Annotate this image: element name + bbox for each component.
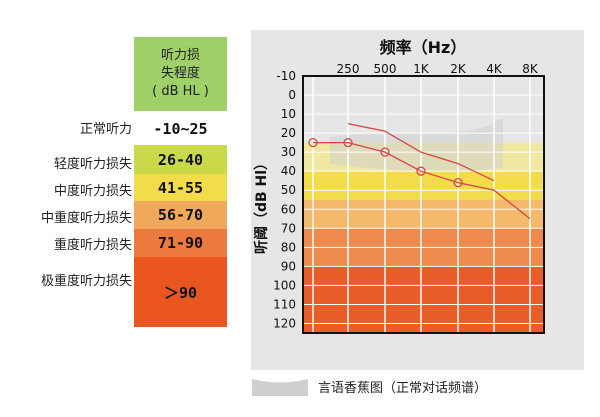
y-tick-60: 60 — [281, 202, 296, 216]
y-tick-40: 40 — [281, 164, 296, 178]
row-label-mild: 轻度听力损失 — [53, 157, 132, 172]
degree-labels: 正常听力 轻度听力损失 中度听力损失 中重度听力损失 重度听力损失 极重度听力损… — [0, 0, 132, 417]
y-tick-100: 100 — [273, 278, 296, 292]
x-tick-250: 250 — [337, 62, 360, 76]
y-tick-120: 120 — [273, 316, 296, 330]
x-tick-1K: 1K — [413, 62, 430, 76]
y-tick-labels: -10 0 10 20 30 40 50 60 70 80 90 100 110 120 — [273, 69, 296, 330]
y-tick--10: -10 — [276, 69, 296, 83]
plot-frame — [302, 75, 545, 334]
range-cell-severe: 71-90 — [134, 229, 227, 257]
speech-banana — [330, 117, 503, 172]
header-line-2: 失程度 — [160, 66, 200, 81]
band-1 — [303, 171, 544, 200]
audiogram-line — [313, 141, 531, 220]
y-tick-10: 10 — [281, 107, 296, 121]
y-tick-30: 30 — [281, 145, 296, 159]
y-tick-90: 90 — [281, 259, 296, 273]
y-tick-80: 80 — [281, 240, 296, 254]
header-line-1: 听力损 — [160, 48, 200, 63]
range-cell-moderate: 41-55 — [134, 174, 227, 201]
y-tick-110: 110 — [273, 297, 296, 311]
y-axis-label: 听阈（dB Hl） — [253, 156, 270, 254]
data-point-1K — [416, 166, 426, 176]
upper-line-line — [347, 122, 495, 182]
row-label-profound: 极重度听力损失 — [40, 274, 132, 289]
y-tick-50: 50 — [281, 183, 296, 197]
band-4 — [303, 266, 544, 333]
x-tick-4K: 4K — [486, 62, 503, 76]
x-tick-500: 500 — [374, 62, 397, 76]
row-label-severe: 重度听力损失 — [53, 238, 132, 253]
range-cell-mild: 26-40 — [134, 145, 227, 174]
chart-title: 频率（Hz） — [380, 38, 467, 57]
speech-banana-area — [330, 117, 503, 172]
x-tick-labels: 250 500 1K 2K 4K 8K — [337, 62, 539, 76]
data-point-2K — [453, 177, 463, 188]
speech-banana-legend-icon — [252, 379, 308, 396]
data-point-250 — [343, 137, 353, 148]
data-point-125 — [308, 137, 318, 148]
range-cell-profound: ＞90 — [134, 257, 227, 327]
row-label-moderately-severe: 中重度听力损失 — [40, 211, 132, 226]
range-cell-moderately-severe: 56-70 — [134, 201, 227, 229]
header-line-3: ( dB HL ) — [152, 84, 209, 99]
table-header: 听力损 失程度 ( dB HL ) — [134, 37, 227, 111]
audiogram-lines — [308, 122, 531, 220]
legend-caption: 言语香蕉图（正常对话频谱） — [318, 381, 488, 396]
row-label-moderate: 中度听力损失 — [53, 184, 132, 199]
x-tick-2K: 2K — [450, 62, 467, 76]
y-tick-0: 0 — [288, 88, 296, 102]
data-point-500 — [380, 147, 390, 157]
x-tick-8K: 8K — [522, 62, 539, 76]
row-label-normal: 正常听力 — [79, 122, 132, 137]
y-tick-20: 20 — [281, 126, 296, 140]
range-cell-normal: -10~25 — [134, 112, 227, 145]
band-2 — [303, 199, 544, 229]
y-tick-70: 70 — [281, 221, 296, 235]
